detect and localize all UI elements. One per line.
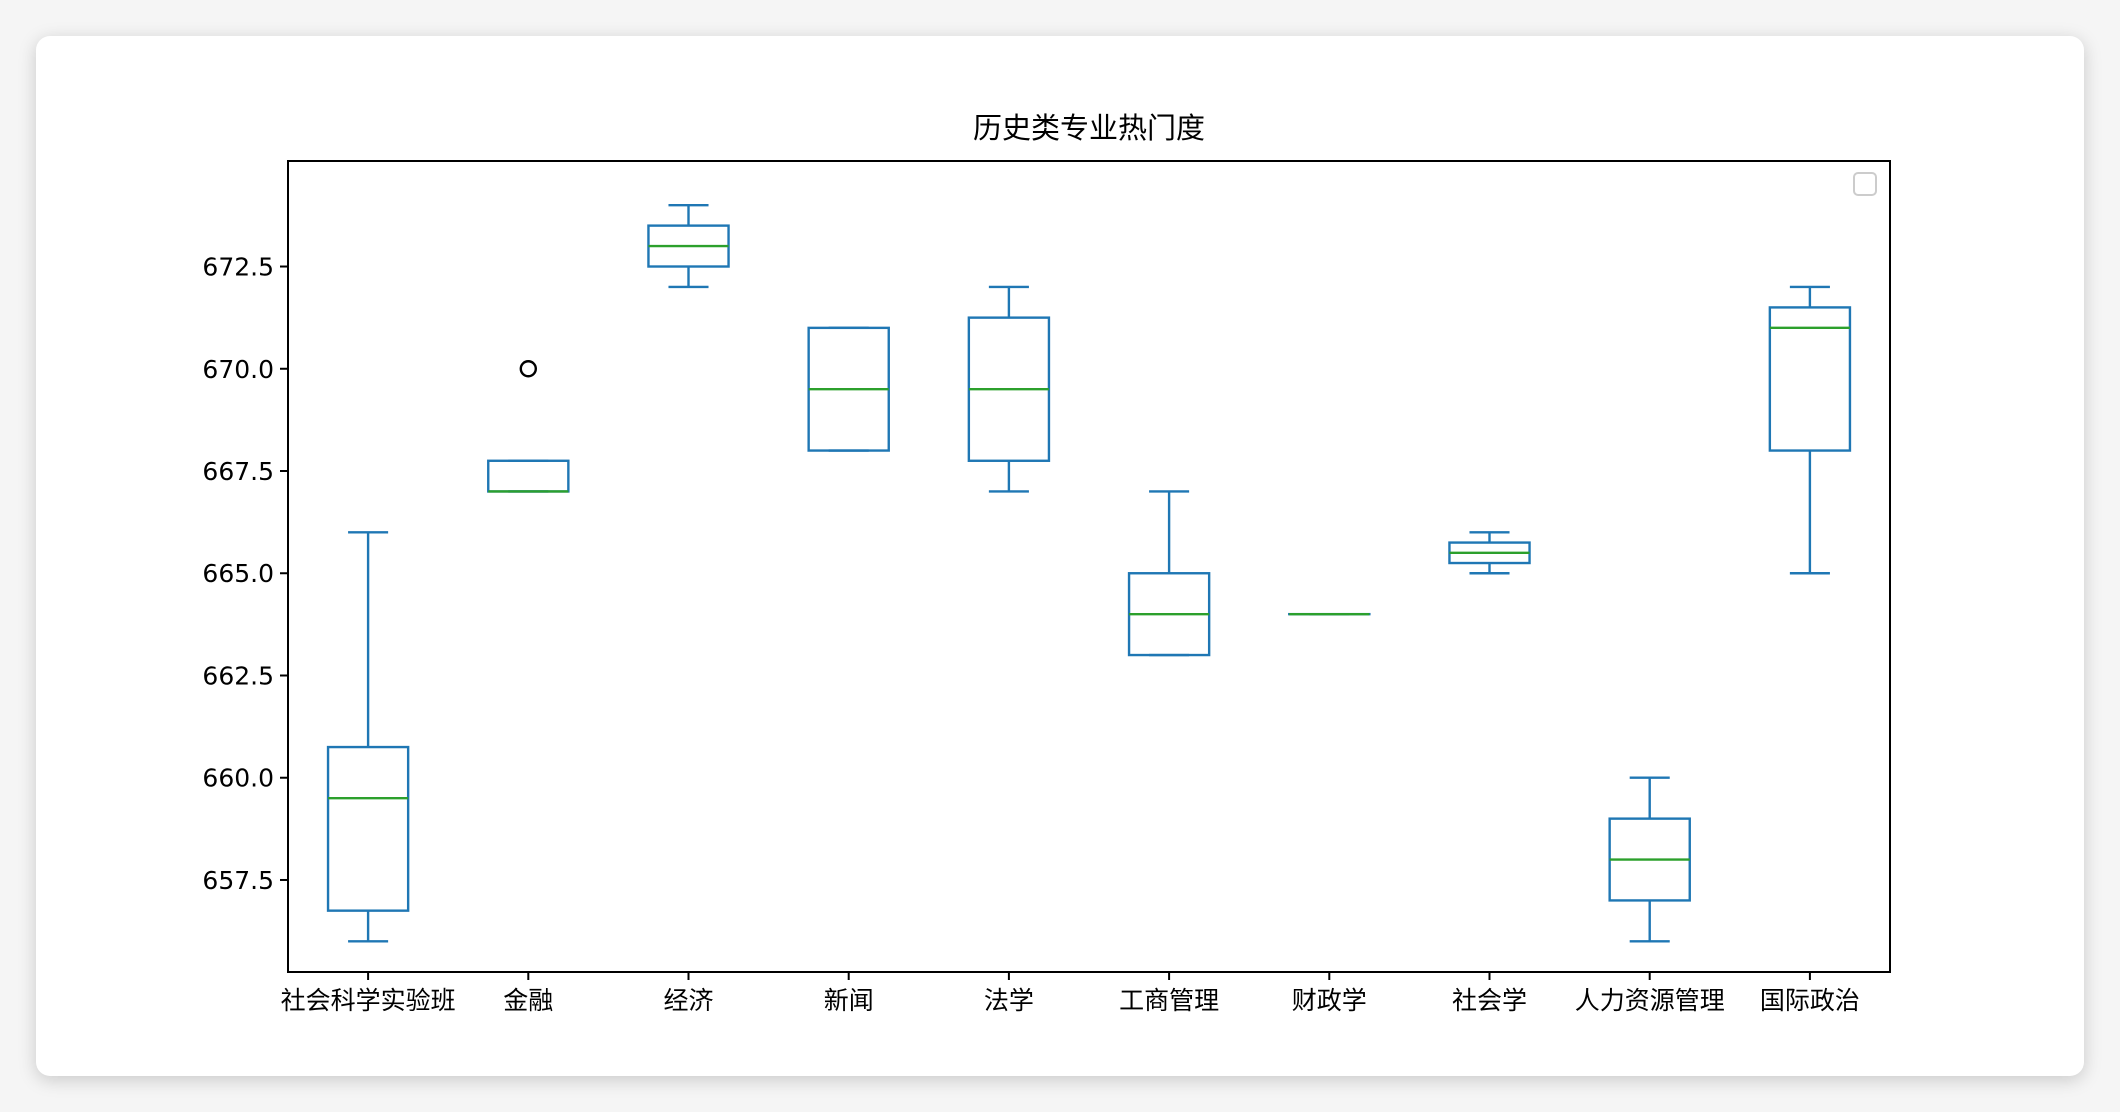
box-iqr — [326, 745, 410, 912]
x-axis: 社会科学实验班 金融 经济 新闻 法学 工商管理 财政学 社会学 人力资源管理 国际政治 — [281, 972, 1860, 1015]
figure-card: 历史类专业热门度 657.5 660.0 662.5 665.0 667.5 670.0 6… — [36, 36, 2084, 1076]
y-tick-label: 662.5 — [202, 661, 274, 690]
box-group — [1608, 776, 1691, 943]
y-tick-label: 667.5 — [202, 457, 274, 486]
box-group — [326, 531, 410, 943]
x-tick-label: 法学 — [984, 986, 1034, 1015]
outlier-point — [519, 360, 537, 378]
plot-area — [287, 160, 1891, 973]
x-tick-label: 经济 — [663, 986, 713, 1015]
x-tick-label: 新闻 — [824, 986, 874, 1015]
y-axis: 657.5 660.0 662.5 665.0 667.5 670.0 672.5 — [202, 253, 288, 895]
x-tick-label: 人力资源管理 — [1575, 986, 1725, 1015]
x-tick-label: 社会科学实验班 — [281, 986, 456, 1015]
y-tick-label: 660.0 — [202, 764, 274, 793]
box-group — [807, 326, 890, 452]
box-plot-chart: 历史类专业热门度 657.5660.0662.5665.0667.5670.06… — [202, 111, 1891, 1015]
y-tick-label: 670.0 — [202, 355, 274, 384]
y-tick-label: 665.0 — [202, 559, 274, 588]
x-tick-label: 国际政治 — [1760, 986, 1860, 1015]
legend-box — [1853, 172, 1877, 196]
x-tick-label: 社会学 — [1452, 986, 1527, 1015]
box-group — [1768, 285, 1852, 575]
box-group — [1448, 531, 1531, 575]
x-tick-label: 金融 — [503, 986, 553, 1015]
x-tick-label: 工商管理 — [1119, 986, 1219, 1015]
chart-title: 历史类专业热门度 — [973, 111, 1205, 145]
box-series — [326, 203, 1852, 943]
box-group — [1127, 490, 1211, 657]
box-iqr — [1768, 306, 1852, 452]
box-group — [647, 203, 730, 289]
y-tick-label: 672.5 — [202, 253, 274, 282]
box-iqr — [487, 459, 570, 493]
x-tick-label: 财政学 — [1292, 986, 1367, 1015]
y-tick-label: 657.5 — [202, 866, 274, 895]
box-group — [487, 360, 570, 493]
box-group — [967, 285, 1051, 493]
